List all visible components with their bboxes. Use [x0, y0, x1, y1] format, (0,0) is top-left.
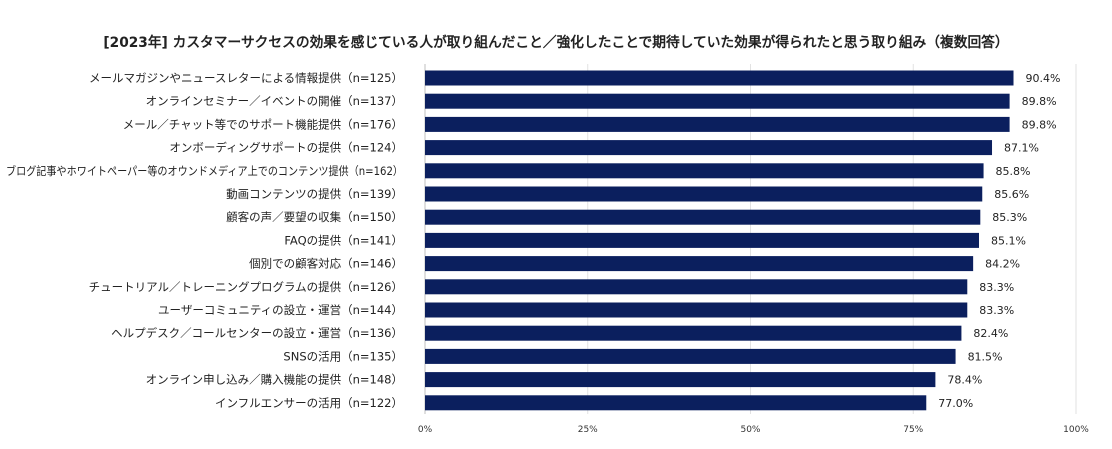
x-axis-ticks: 0% 25% 50% 75% 100%	[418, 425, 1089, 435]
bar	[425, 348, 956, 364]
value-label: 83.3%	[979, 281, 1014, 294]
value-label: 87.1%	[1004, 142, 1039, 155]
category-label: FAQの提供（n=141）	[284, 233, 403, 247]
value-label: 85.8%	[996, 165, 1031, 178]
value-label: 85.3%	[992, 211, 1027, 224]
category-label: メール／チャット等でのサポート機能提供（n=176）	[123, 117, 403, 131]
value-label: 84.2%	[985, 258, 1020, 271]
bar	[425, 372, 936, 388]
category-label: 動画コンテンツの提供（n=139）	[226, 187, 403, 201]
value-label: 89.8%	[1022, 95, 1057, 108]
category-label: チュートリアル／トレーニングプログラムの提供（n=126）	[89, 280, 403, 294]
category-label: ユーザーコミュニティの設立・運営（n=144）	[158, 303, 403, 317]
category-label: オンボーディングサポートの提供（n=124）	[169, 141, 403, 155]
value-label: 78.4%	[947, 374, 982, 387]
value-label: 89.8%	[1022, 118, 1057, 131]
value-label: 85.1%	[991, 234, 1026, 247]
value-label: 90.4%	[1026, 72, 1061, 85]
category-label: 個別での顧客対応（n=146）	[249, 257, 403, 271]
x-tick-label: 0%	[418, 425, 433, 435]
x-tick-label: 50%	[740, 425, 760, 435]
value-labels: 90.4% 89.8% 89.8% 87.1% 85.8% 85.6% 85.3% 85.1%…	[938, 72, 1060, 410]
bar	[425, 93, 1010, 109]
category-label: メールマガジンやニュースレターによる情報提供（n=125）	[89, 71, 403, 85]
bar	[425, 163, 984, 179]
bar	[425, 186, 983, 202]
bar	[425, 395, 927, 411]
bar	[425, 302, 968, 318]
bar	[425, 325, 962, 341]
bar	[425, 256, 974, 272]
category-label: オンラインセミナー／イベントの開催（n=137）	[146, 94, 403, 108]
value-label: 82.4%	[973, 327, 1008, 340]
bar	[425, 70, 1014, 86]
bar	[425, 209, 981, 225]
x-tick-label: 25%	[578, 425, 598, 435]
value-label: 77.0%	[938, 397, 973, 410]
category-label: ヘルプデスク／コールセンターの設立・運営（n=136）	[111, 326, 403, 340]
category-label: 顧客の声／要望の収集（n=150）	[226, 210, 403, 224]
value-label: 81.5%	[968, 350, 1003, 363]
category-label: ブログ記事やホワイトペーパー等のオウンドメディア上でのコンテンツ提供（n=162…	[6, 164, 403, 178]
bar	[425, 140, 993, 156]
bar-layer	[425, 70, 1014, 411]
bar	[425, 116, 1010, 132]
category-label: SNSの活用（n=135）	[283, 349, 403, 363]
value-label: 85.6%	[994, 188, 1029, 201]
bar	[425, 232, 980, 248]
chart-title: [2023年] カスタマーサクセスの効果を感じている人が取り組んだこと／強化した…	[103, 35, 1009, 51]
x-tick-label: 75%	[903, 425, 923, 435]
bar	[425, 279, 968, 295]
category-label: インフルエンサーの活用（n=122）	[215, 396, 403, 410]
category-label: オンライン申し込み／購入機能の提供（n=148）	[146, 373, 403, 387]
category-labels: メールマガジンやニュースレターによる情報提供（n=125） オンラインセミナー／イ…	[6, 71, 403, 410]
x-tick-label: 100%	[1063, 425, 1089, 435]
value-label: 83.3%	[979, 304, 1014, 317]
